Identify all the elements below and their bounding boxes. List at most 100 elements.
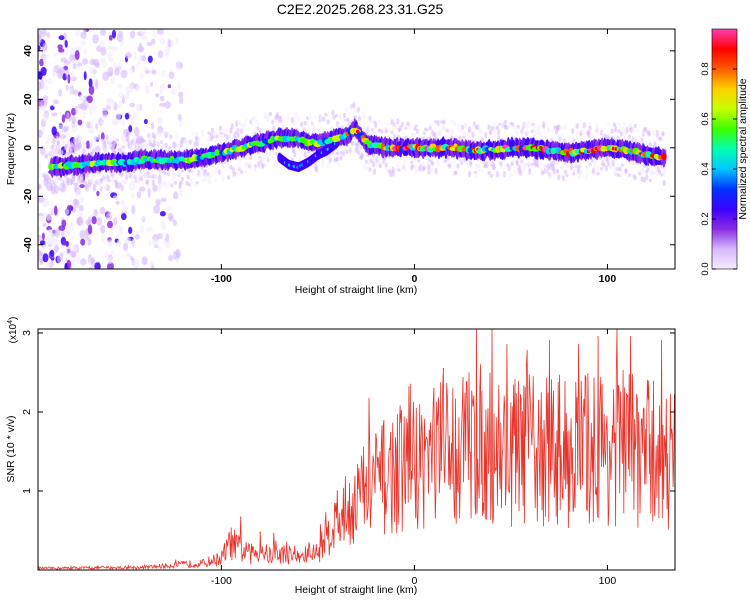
snr-peak-point (433, 387, 435, 389)
ridge-halo (265, 152, 269, 159)
noise-blob (80, 258, 87, 266)
snr-scale-exponent: 4 (7, 320, 14, 324)
noise-blob (89, 67, 96, 74)
ridge-halo (473, 170, 477, 174)
ridge-halo (353, 115, 357, 119)
ridge-halo (458, 135, 462, 143)
ridge-halo (221, 175, 225, 182)
noise-blob (140, 30, 147, 35)
noise-blob (143, 66, 148, 71)
ridge-halo (471, 131, 475, 139)
ridge-halo (96, 177, 100, 185)
noise-blob (164, 101, 171, 109)
noise-blob (86, 95, 93, 104)
ridge-halo (243, 121, 247, 128)
noise-blob (138, 186, 146, 192)
noise-blob (58, 89, 62, 97)
noise-blob (102, 111, 108, 118)
ridge-halo (661, 132, 665, 137)
ridge-halo (523, 161, 527, 167)
ridge-halo (201, 178, 205, 183)
ridge-halo (647, 133, 651, 137)
ridge-halo (371, 161, 376, 168)
ridge-halo (166, 172, 171, 177)
noise-blob (114, 67, 120, 76)
ridge-halo (147, 172, 151, 178)
ridge-halo (100, 138, 105, 143)
colorbar-tick-label: 0.4 (700, 162, 711, 175)
ridge-halo (431, 161, 435, 166)
ridge-halo (320, 157, 325, 165)
ridge-halo (142, 141, 146, 148)
noise-blob (83, 29, 87, 35)
ridge-halo (436, 120, 440, 127)
ridge-halo (596, 128, 600, 135)
ridge-halo (158, 131, 162, 138)
noise-blob (101, 233, 106, 243)
ridge-halo (417, 159, 421, 163)
noise-blob (131, 238, 135, 247)
ridge-halo (519, 169, 523, 177)
ridge-halo (497, 135, 501, 140)
noise-blob (141, 256, 148, 266)
ridge-halo (453, 120, 457, 127)
ridge-halo (362, 113, 366, 120)
ridge-halo (600, 129, 604, 136)
noise-blob (58, 48, 65, 53)
noise-blob (128, 83, 134, 93)
noise-blob (178, 91, 184, 98)
noise-blob (69, 47, 76, 56)
ridge-halo (213, 130, 217, 137)
ridge-halo (439, 129, 443, 134)
ridge-halo (244, 118, 248, 122)
ridge-halo (238, 158, 242, 165)
ridge-halo (617, 122, 621, 126)
ridge-halo (477, 163, 481, 167)
ridge-halo (490, 136, 494, 140)
noise-blob (104, 250, 110, 260)
ridge-halo (290, 116, 294, 124)
ridge-halo (52, 150, 56, 156)
snr-peak-point (442, 367, 444, 370)
colorbar-tick-label: 0.0 (700, 262, 711, 275)
ridge-halo (648, 142, 652, 147)
snr-peak-point (240, 516, 242, 518)
ridge-halo (596, 164, 600, 172)
colorbar-label: Normalized spectral amplitude (737, 78, 749, 219)
ridge-halo (645, 173, 649, 181)
ridge-halo (373, 168, 377, 175)
ridge-halo (384, 162, 388, 168)
ridge-halo (380, 129, 384, 134)
ridge-halo (115, 138, 120, 142)
noise-blob (38, 251, 44, 257)
ridge-halo (345, 149, 349, 155)
ridge-halo (346, 117, 350, 123)
ridge-halo (109, 142, 113, 148)
noise-blob (147, 55, 153, 63)
ridge-halo (153, 140, 157, 144)
ridge-halo (82, 148, 86, 154)
ridge-halo (572, 171, 576, 176)
ridge-halo (84, 182, 88, 188)
ridge-halo (273, 160, 277, 167)
ridge-halo (149, 173, 153, 177)
ridge-halo (214, 178, 218, 182)
ridge-halo (296, 117, 300, 123)
ridge-halo (191, 131, 195, 138)
spectrogram-x-tick-label: -100 (211, 273, 232, 285)
noise-blob (118, 212, 122, 222)
ridge-halo (217, 169, 221, 176)
ridge-halo (275, 114, 279, 120)
colorbar-tick-label: 0.6 (700, 112, 711, 125)
ridge-halo (613, 125, 618, 133)
ridge-halo (607, 162, 611, 167)
noise-blob (72, 198, 78, 205)
ridge-halo (207, 135, 211, 142)
ridge-halo (230, 122, 234, 130)
ridge-halo (105, 178, 109, 184)
noise-blob (107, 211, 112, 217)
ridge-halo (466, 132, 471, 139)
ridge-halo (199, 170, 203, 175)
spectrogram-frame (37, 28, 676, 270)
noise-blob (157, 116, 163, 125)
